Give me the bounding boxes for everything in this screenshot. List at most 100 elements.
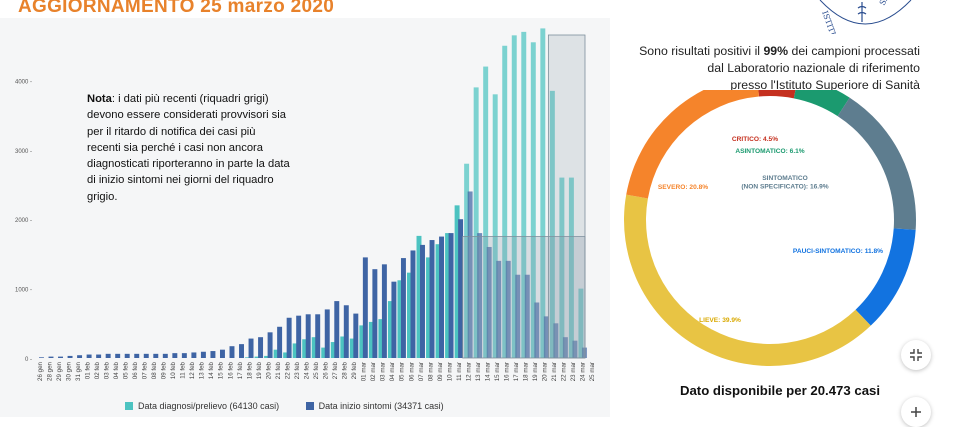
bar-onset	[448, 233, 454, 358]
bar-diagnosis	[378, 319, 384, 358]
bar-onset	[553, 323, 559, 358]
bar-onset	[486, 246, 492, 358]
svg-text:SANITÀ: SANITÀ	[878, 0, 901, 7]
x-tick-label: 28 feb	[342, 361, 349, 379]
x-tick-label: 20 mar	[542, 362, 549, 381]
donut-slice	[626, 90, 759, 199]
x-tick-label: 28 gen	[46, 361, 53, 380]
x-tick-label: 18 mar	[523, 362, 530, 381]
bar-onset	[153, 353, 159, 358]
bar-diagnosis	[368, 321, 374, 358]
x-tick-label: 02 mar	[370, 362, 377, 381]
bar-diagnosis	[549, 90, 555, 358]
donut-slice	[837, 97, 916, 230]
bar-onset	[315, 314, 321, 358]
bar-onset	[477, 233, 483, 358]
bar-onset	[58, 356, 64, 358]
bar-diagnosis	[406, 272, 412, 358]
bar-diagnosis	[321, 347, 327, 358]
bar-diagnosis	[349, 338, 355, 358]
x-tick-label: 16 mar	[504, 362, 511, 381]
x-tick-label: 16 feb	[227, 361, 234, 379]
x-tick-label: 11 mar	[456, 362, 463, 381]
x-tick-label: 19 mar	[532, 362, 539, 381]
donut-label: LIEVE: 39.9%	[699, 317, 741, 324]
bar-onset	[324, 309, 330, 358]
bar-onset	[67, 355, 73, 358]
x-tick-label: 06 feb	[132, 361, 139, 379]
x-tick-label: 05 feb	[122, 361, 129, 379]
x-tick-label: 26 feb	[323, 361, 330, 379]
x-tick-label: 09 feb	[161, 361, 168, 379]
svg-text:ISTITUTO: ISTITUTO	[820, 10, 843, 34]
bar-diagnosis	[292, 343, 298, 358]
collapse-button[interactable]	[901, 340, 931, 370]
x-tick-label: 15 feb	[218, 361, 225, 379]
provisional-box-onset	[462, 236, 586, 359]
bar-onset	[48, 356, 54, 358]
x-tick-label: 29 feb	[351, 361, 358, 379]
legend-label-diagnosis: Data diagnosi/prelievo (64130 casi)	[138, 401, 280, 411]
x-tick-label: 08 mar	[427, 362, 434, 381]
x-tick-label: 08 feb	[151, 361, 158, 379]
bar-onset	[572, 340, 578, 358]
bar-diagnosis	[492, 94, 498, 358]
donut-label-line: SINTOMATICO	[762, 175, 808, 182]
bar-onset	[115, 353, 121, 358]
bar-onset	[381, 264, 387, 358]
bar-diagnosis	[273, 349, 279, 358]
bar-diagnosis	[397, 280, 403, 358]
bar-onset	[467, 191, 473, 358]
bar-onset	[39, 357, 44, 358]
x-tick-label: 14 feb	[208, 361, 215, 379]
x-tick-label: 24 feb	[303, 361, 310, 379]
x-tick-label: 27 feb	[332, 361, 339, 379]
bar-diagnosis	[521, 31, 527, 358]
x-tick-label: 24 mar	[580, 362, 587, 381]
x-tick-label: 06 mar	[408, 362, 415, 381]
zoom-in-button[interactable]	[901, 397, 931, 427]
bar-diagnosis	[359, 325, 365, 358]
y-tick-label: 2000 -	[15, 218, 32, 224]
bar-diagnosis	[483, 66, 489, 359]
bar-onset	[248, 338, 254, 358]
donut-label: ASINTOMATICO: 6.1%	[735, 148, 804, 155]
bar-diagnosis	[473, 87, 479, 358]
severity-donut-chart: CRITICO: 4.5% ASINTOMATICO: 6.1% SINTOMATI…	[624, 90, 916, 366]
bar-diagnosis	[254, 356, 260, 358]
x-tick-label: 07 mar	[418, 362, 425, 381]
bar-diagnosis	[340, 336, 346, 358]
x-tick-label: 21 mar	[551, 362, 558, 381]
x-tick-label: 25 feb	[313, 361, 320, 379]
donut-plot: CRITICO: 4.5% ASINTOMATICO: 6.1% SINTOMATI…	[624, 90, 916, 366]
bar-onset	[562, 337, 568, 358]
bar-onset	[543, 316, 549, 358]
bar-onset	[524, 274, 530, 358]
bar-onset	[391, 281, 397, 358]
x-tick-label: 29 gen	[56, 361, 63, 380]
y-tick-label: 1000 -	[15, 288, 32, 294]
bar-onset	[581, 347, 587, 358]
bar-diagnosis	[502, 45, 508, 359]
bar-onset	[229, 346, 235, 358]
x-tick-label: 17 mar	[513, 362, 520, 381]
provisional-box-diagnosis	[547, 34, 586, 359]
collapse-icon	[910, 349, 922, 361]
plus-icon	[911, 407, 921, 417]
bar-onset	[496, 260, 502, 358]
bar-onset	[258, 337, 264, 358]
available-data-caption: Dato disponibile per 20.473 casi	[679, 383, 881, 398]
legend-item-onset: Data inizio sintomi (34371 casi)	[305, 401, 444, 411]
x-tick-label: 10 feb	[170, 361, 177, 379]
x-tick-label: 11 feb	[180, 361, 187, 378]
x-tick-label: 13 feb	[199, 361, 206, 379]
summary-line-1: Sono risultati positivi il 99% dei campi…	[600, 43, 920, 60]
bar-diagnosis	[511, 35, 517, 359]
bar-onset	[77, 355, 83, 358]
x-tick-label: 22 feb	[284, 361, 291, 379]
bar-onset	[105, 353, 111, 358]
bar-onset	[420, 244, 425, 358]
donut-slice	[793, 90, 850, 117]
bar-diagnosis	[426, 257, 431, 358]
bar-onset	[505, 260, 511, 358]
